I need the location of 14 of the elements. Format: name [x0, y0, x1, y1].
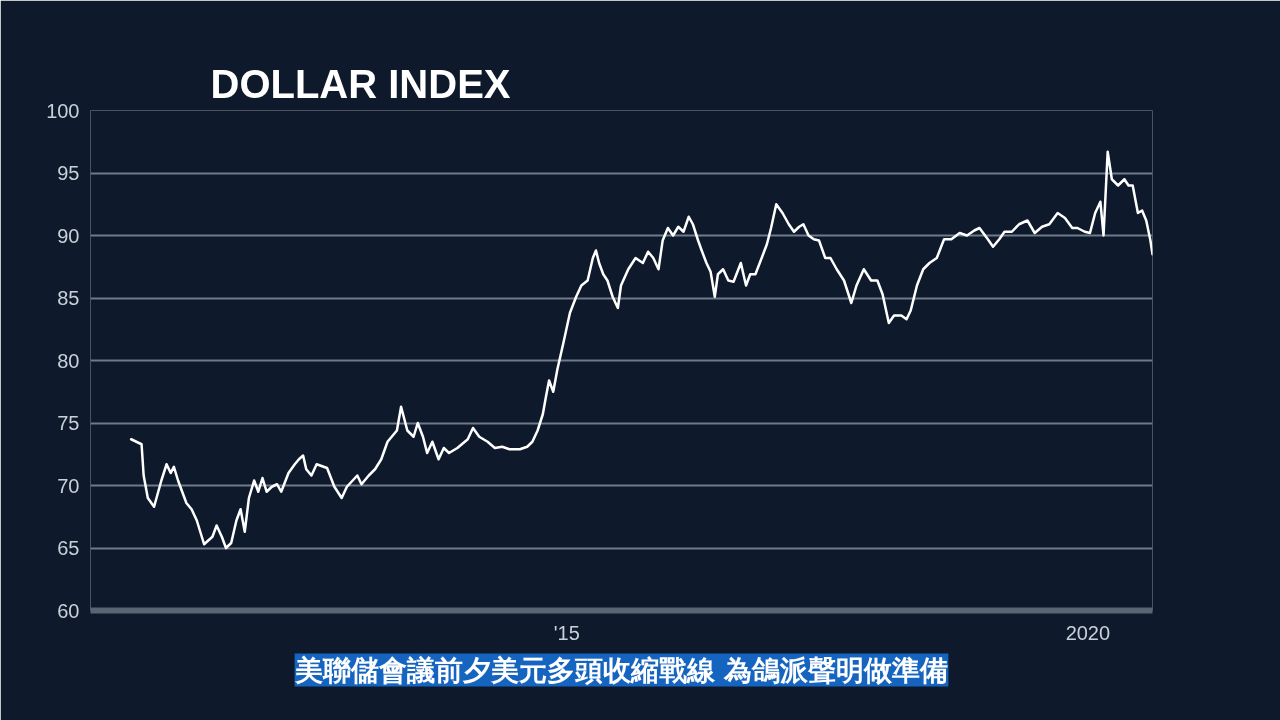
- y-tick-label: 95: [57, 162, 80, 184]
- y-tick-label: 70: [57, 474, 80, 497]
- x-tick-label: '15: [553, 621, 580, 644]
- text: 美聯儲會議前夕美元多頭收縮戰線 為鴿派聲明做準備: [293, 653, 949, 687]
- y-tick-label: 60: [57, 599, 80, 622]
- line-series: [129, 150, 1153, 550]
- y-tick-label: 90: [57, 224, 80, 247]
- x-tick-label: 2020: [1065, 621, 1111, 644]
- y-tick-label: 85: [57, 287, 80, 309]
- chart-title: DOLLAR INDEX: [210, 61, 511, 106]
- y-tick-label: 75: [57, 412, 80, 434]
- y-tick-label: 65: [57, 537, 80, 559]
- y-tick-label: 100: [46, 99, 80, 122]
- y-tick-label: 80: [57, 349, 80, 372]
